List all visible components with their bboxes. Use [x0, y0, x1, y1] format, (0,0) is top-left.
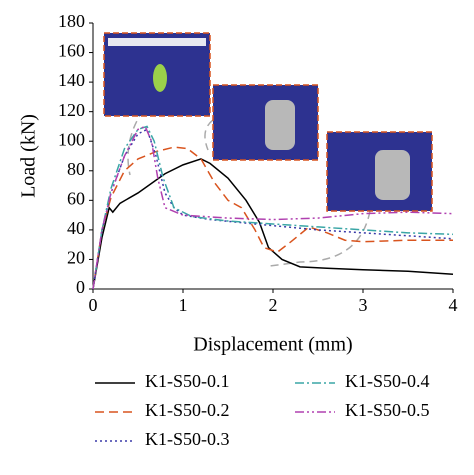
y-tick-label: 100	[58, 129, 85, 149]
legend-label: K1-S50-0.4	[345, 371, 430, 391]
data-line	[92, 125, 454, 290]
insets	[103, 32, 433, 267]
data-line	[92, 146, 453, 290]
x-tick-label: 1	[179, 295, 188, 315]
inset-detail	[108, 38, 206, 46]
callout	[269, 210, 371, 267]
data-line	[92, 125, 454, 290]
y-tick-label: 0	[76, 277, 85, 297]
inset-detail	[375, 150, 410, 200]
y-tick-label: 80	[67, 159, 85, 179]
x-tick-label: 0	[89, 295, 98, 315]
inset-detail	[153, 64, 167, 92]
legend-label: K1-S50-0.2	[145, 400, 230, 420]
callout	[204, 119, 214, 151]
data-line	[92, 158, 454, 290]
callout	[127, 89, 161, 176]
y-tick-label: 40	[67, 218, 85, 238]
x-tick-label: 4	[449, 295, 458, 315]
y-tick-label: 160	[58, 41, 85, 61]
legend-label: K1-S50-0.1	[145, 371, 230, 391]
y-tick-label: 60	[67, 188, 85, 208]
inset-detail	[265, 100, 295, 150]
x-tick-label: 3	[359, 295, 368, 315]
x-axis-label: Displacement (mm)	[193, 334, 352, 356]
y-tick-label: 140	[58, 70, 85, 90]
legend-label: K1-S50-0.3	[145, 429, 230, 449]
y-tick-label: 180	[58, 11, 85, 31]
data-line	[92, 128, 454, 290]
y-tick-label: 20	[67, 248, 85, 268]
legend-label: K1-S50-0.5	[345, 400, 430, 420]
y-tick-label: 120	[58, 100, 85, 120]
y-axis-label: Load (kN)	[18, 114, 40, 198]
x-tick-label: 2	[269, 295, 278, 315]
